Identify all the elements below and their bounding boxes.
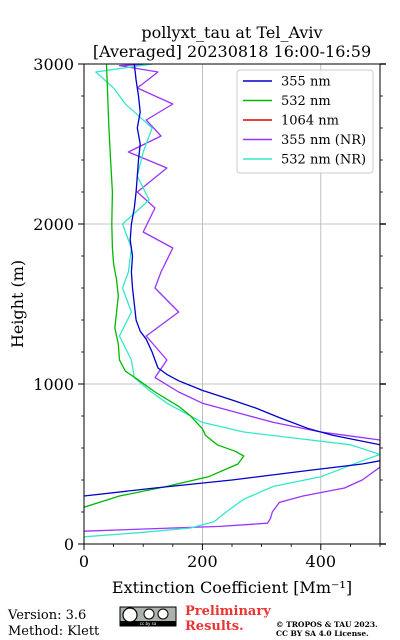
license-badge-text: cc by sa	[140, 621, 157, 626]
version-text: Version: 3.6	[7, 608, 86, 623]
x-tick-label: 200	[187, 552, 218, 571]
series-line-0	[84, 64, 380, 497]
sa-icon	[157, 608, 169, 620]
preliminary-text-1: Preliminary	[185, 604, 271, 619]
y-tick-label: 1000	[33, 375, 74, 394]
chart-title: pollyxt_tau at Tel_Aviv	[141, 23, 322, 42]
series-line-1	[84, 64, 245, 508]
series-line-3	[84, 64, 380, 532]
cc-icon	[122, 607, 138, 623]
legend-label: 355 nm	[281, 75, 331, 90]
legend-label: 532 nm	[281, 94, 331, 109]
copyright-text-1: © TROPOS & TAU 2023.	[276, 620, 378, 629]
x-tick-label: 0	[79, 552, 89, 571]
x-tick-label: 400	[306, 552, 337, 571]
method-text: Method: Klett	[8, 624, 100, 639]
series-line-4	[84, 64, 380, 538]
legend: 355 nm 532 nm 1064 nm 355 nm (NR) 532 nm (NR…	[236, 69, 374, 174]
legend-box	[236, 69, 374, 174]
axis-ticks: 0 200 400 0 1000 2000 3000	[33, 55, 386, 571]
chart-subtitle: [Averaged] 20230818 16:00-16:59	[93, 42, 371, 61]
x-axis-label: Extinction Coefficient [Mm⁻¹]	[112, 578, 352, 597]
y-tick-label: 0	[64, 535, 74, 554]
cc-license-badge: cc by sa	[119, 606, 177, 627]
copyright-text-2: CC BY SA 4.0 License.	[276, 629, 369, 638]
y-tick-label: 2000	[33, 215, 74, 234]
legend-label: 532 nm (NR)	[281, 153, 366, 168]
series-lines	[84, 64, 380, 538]
legend-label: 355 nm (NR)	[281, 133, 366, 148]
y-axis-label: Height (m)	[8, 260, 27, 348]
preliminary-text-2: Results.	[185, 619, 244, 634]
legend-label: 1064 nm	[281, 114, 339, 129]
by-icon	[143, 608, 155, 620]
y-tick-label: 3000	[33, 55, 74, 74]
